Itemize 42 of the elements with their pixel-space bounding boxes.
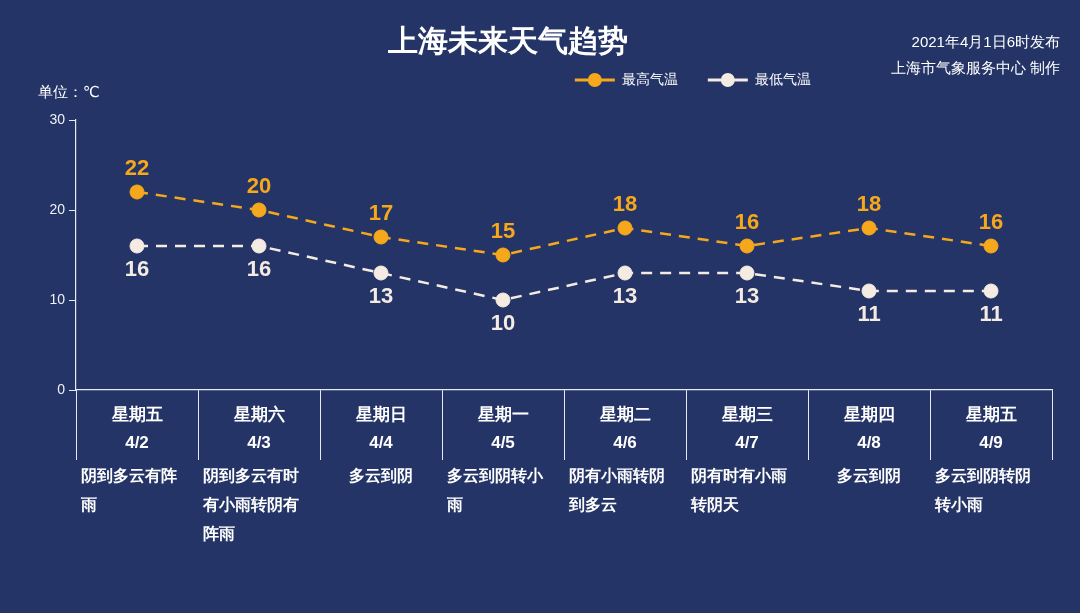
y-tick-label: 10	[49, 290, 66, 307]
x-tick-label: 星期六 4/3	[232, 404, 285, 452]
x-tick-label: 星期一 4/5	[476, 404, 529, 452]
data-label: 16	[124, 256, 150, 282]
y-tick-label: 20	[49, 200, 66, 217]
data-label: 13	[368, 283, 394, 309]
data-label: 22	[124, 155, 150, 181]
y-axis-title: 单位：℃	[38, 83, 100, 101]
data-label: 11	[979, 301, 1003, 327]
data-label: 13	[734, 283, 760, 309]
data-label: 16	[734, 209, 760, 235]
data-label: 18	[856, 191, 882, 217]
text: 多云到阴转小雨	[446, 467, 544, 514]
text: 多云到阴转阴转小雨	[934, 467, 1031, 514]
y-tick-label: 0	[57, 380, 66, 397]
x-tick-label: 星期五 4/9	[964, 404, 1017, 452]
legend-label: 最低气温	[754, 70, 811, 87]
data-label: 10	[490, 310, 516, 336]
data-label: 18	[612, 191, 638, 217]
data-label: 11	[857, 301, 881, 327]
text: 多云到阴	[349, 467, 413, 485]
data-label: 20	[246, 173, 272, 199]
text: 阴到多云有阵雨	[80, 467, 177, 514]
data-label: 17	[368, 200, 394, 226]
x-tick-label: 星期四 4/8	[842, 404, 895, 452]
data-label: 15	[490, 218, 516, 244]
text: 阴有小雨转阴到多云	[568, 467, 665, 514]
data-label: 16	[246, 256, 272, 282]
x-tick-label: 星期三 4/7	[720, 404, 773, 452]
text: 阴到多云有时有小雨转阴有阵雨	[202, 467, 299, 543]
text: 上海市气象服务中心 制作	[890, 59, 1060, 77]
chart-title: 上海未来天气趋势	[387, 24, 628, 58]
x-tick-label: 星期二 4/6	[598, 404, 651, 452]
text: 阴有时有小雨转阴天	[690, 467, 787, 514]
x-tick-label: 星期五 4/2	[110, 404, 163, 452]
text: 多云到阴	[837, 467, 901, 485]
legend-label: 最高气温	[621, 70, 678, 87]
y-tick-label: 30	[49, 110, 66, 127]
text: 2021年4月1日6时发布	[911, 33, 1060, 51]
data-label: 16	[978, 209, 1004, 235]
data-label: 13	[612, 283, 638, 309]
x-tick-label: 星期日 4/4	[354, 404, 407, 452]
